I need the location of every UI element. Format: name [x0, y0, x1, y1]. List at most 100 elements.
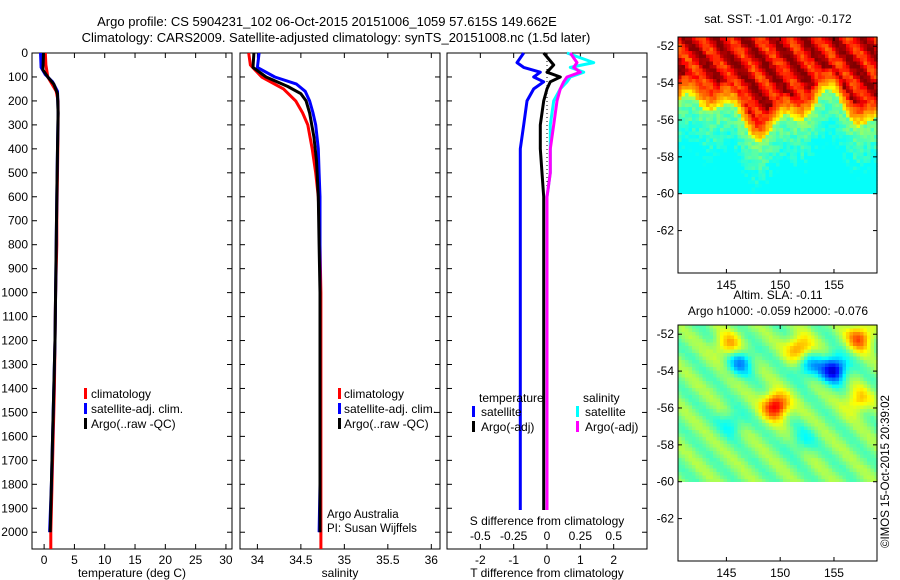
map-cell: [713, 433, 717, 438]
map-cell: [755, 416, 759, 420]
map-cell: [699, 114, 703, 118]
map-cell: [723, 75, 728, 80]
map-cell: [804, 444, 808, 448]
map-cell: [678, 54, 682, 59]
map-cell: [685, 416, 689, 420]
map-cell: [748, 412, 752, 417]
map-cell: [793, 402, 798, 406]
map-cell: [702, 353, 707, 357]
map-cell: [783, 451, 787, 455]
map-cell: [765, 173, 770, 178]
map-cell: [804, 72, 808, 76]
map-cell: [786, 377, 791, 382]
map-cell: [867, 61, 871, 66]
map-cell: [867, 96, 871, 101]
map-cell: [688, 124, 693, 129]
map-cell: [706, 79, 710, 83]
map-cell: [835, 412, 840, 417]
map-cell: [839, 367, 843, 371]
map-cell: [849, 65, 854, 69]
map-cell: [765, 398, 770, 403]
map-cell: [849, 177, 854, 181]
y-tick-label: 1700: [1, 453, 28, 467]
map-cell: [695, 47, 700, 52]
map-cell: [755, 381, 759, 385]
map-cell: [800, 454, 805, 459]
map-cell: [744, 82, 749, 87]
map-cell: [699, 339, 703, 343]
map-cell: [688, 156, 693, 160]
map-cell: [744, 419, 749, 424]
map-cell: [716, 124, 721, 129]
map-cell: [751, 374, 756, 378]
map-cell: [737, 433, 742, 438]
map-cell: [744, 402, 749, 406]
map-cell: [755, 44, 759, 48]
map-cell: [681, 395, 686, 399]
map-cell: [734, 377, 738, 382]
map-cell: [807, 159, 812, 164]
map-cell: [709, 51, 714, 55]
map-cell: [713, 339, 717, 343]
map-cell: [730, 454, 735, 459]
map-cell: [860, 131, 864, 136]
map-cell: [720, 75, 724, 80]
map-cell: [839, 426, 843, 431]
map-cell: [860, 93, 864, 97]
map-cell: [786, 177, 791, 181]
map-cell: [713, 402, 717, 406]
map-cell: [849, 152, 854, 157]
map-cell: [706, 135, 710, 139]
map-cell: [832, 40, 836, 45]
map-cell: [748, 342, 752, 347]
map-cell: [807, 138, 812, 143]
map-cell: [790, 180, 794, 185]
map-cell: [755, 159, 759, 164]
map-cell: [797, 374, 801, 378]
map-cell: [860, 342, 864, 347]
map-cell: [758, 86, 763, 90]
map-cell: [730, 405, 735, 410]
map-cell: [790, 405, 794, 410]
map-cell: [688, 187, 693, 192]
map-cell: [783, 363, 787, 368]
map-cell: [727, 370, 731, 375]
map-cell: [734, 107, 738, 111]
map-cell: [776, 131, 780, 136]
map-cell: [720, 360, 724, 364]
map-cell: [853, 72, 857, 76]
map-cell: [678, 51, 682, 55]
map-cell: [828, 166, 833, 171]
map-cell: [720, 114, 724, 118]
map-cell: [821, 166, 826, 171]
map-cell: [779, 447, 784, 452]
map-cell: [734, 40, 738, 45]
map-cell: [762, 173, 766, 178]
map-cell: [800, 72, 805, 76]
map-cell: [723, 388, 728, 392]
map-cell: [772, 93, 777, 97]
map-cell: [730, 370, 735, 375]
map-cell: [811, 93, 815, 97]
map-cell: [874, 142, 878, 146]
map-cell: [727, 180, 731, 185]
map-cell: [748, 332, 752, 336]
map-cell: [793, 346, 798, 350]
series-line-2: [41, 52, 60, 533]
map-cell: [720, 409, 724, 413]
map-cell: [678, 145, 682, 150]
map-cell: [744, 409, 749, 413]
map-cell: [755, 433, 759, 438]
map-cell: [807, 398, 812, 403]
map-cell: [723, 363, 728, 368]
map-cell: [804, 349, 808, 354]
map-cell: [807, 447, 812, 452]
map-cell: [793, 156, 798, 160]
map-cell: [741, 444, 745, 448]
map-cell: [695, 377, 700, 382]
map-cell: [748, 152, 752, 157]
map-cell: [853, 68, 857, 73]
map-cell: [867, 325, 871, 329]
map-cell: [741, 145, 745, 150]
map-cell: [860, 170, 864, 174]
